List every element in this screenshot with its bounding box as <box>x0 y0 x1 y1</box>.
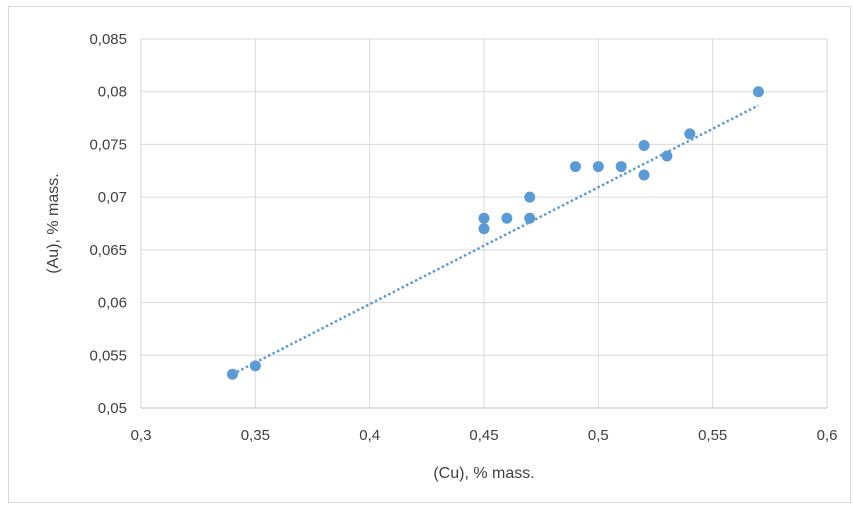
data-point <box>226 368 238 380</box>
y-tick-label: 0,08 <box>98 84 127 101</box>
x-tick-label: 0,6 <box>817 427 838 444</box>
y-tick-label: 0,085 <box>89 31 127 48</box>
y-tick-label: 0,06 <box>98 295 127 312</box>
y-tick-label: 0,05 <box>98 400 127 417</box>
x-tick-label: 0,5 <box>588 427 609 444</box>
linear-trendline <box>231 104 759 376</box>
x-tick-label: 0,55 <box>698 427 727 444</box>
y-tick-label: 0,07 <box>98 189 127 206</box>
data-point <box>684 128 696 140</box>
data-point <box>501 212 513 224</box>
data-point <box>638 169 650 181</box>
data-point <box>524 212 536 224</box>
data-point <box>478 212 490 224</box>
data-point <box>752 86 764 98</box>
y-tick-label: 0,075 <box>89 136 127 153</box>
y-tick-label: 0,065 <box>89 242 127 259</box>
data-point <box>661 150 673 162</box>
y-tick-label: 0,055 <box>89 347 127 364</box>
data-point <box>478 223 490 235</box>
x-tick-label: 0,3 <box>131 427 152 444</box>
data-point <box>524 191 536 203</box>
x-tick-label: 0,4 <box>359 427 380 444</box>
y-axis-title: (Au), % mass. <box>45 173 62 273</box>
data-point <box>638 139 650 151</box>
x-tick-label: 0,35 <box>241 427 270 444</box>
data-point <box>569 161 581 173</box>
data-point <box>249 360 261 372</box>
x-axis-title: (Cu), % mass. <box>433 465 534 482</box>
x-tick-label: 0,45 <box>469 427 498 444</box>
data-point <box>592 161 604 173</box>
chart-frame <box>8 6 851 503</box>
data-point <box>615 161 627 173</box>
